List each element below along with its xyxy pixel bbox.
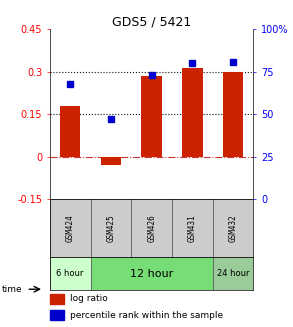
Text: percentile rank within the sample: percentile rank within the sample bbox=[70, 311, 223, 320]
Text: 6 hour: 6 hour bbox=[57, 269, 84, 278]
Text: 24 hour: 24 hour bbox=[217, 269, 249, 278]
Bar bbox=[213, 199, 253, 257]
Bar bbox=[213, 257, 253, 290]
Bar bbox=[50, 257, 91, 290]
Bar bbox=[91, 257, 213, 290]
Bar bbox=[142, 76, 162, 157]
Bar bbox=[91, 199, 131, 257]
Bar bbox=[182, 68, 202, 157]
Bar bbox=[60, 106, 80, 157]
Bar bbox=[50, 310, 64, 320]
Text: GSM431: GSM431 bbox=[188, 214, 197, 242]
Text: GSM425: GSM425 bbox=[106, 214, 115, 242]
Text: GSM424: GSM424 bbox=[66, 214, 75, 242]
Bar bbox=[50, 199, 91, 257]
Bar bbox=[131, 199, 172, 257]
Text: GSM426: GSM426 bbox=[147, 214, 156, 242]
Title: GDS5 / 5421: GDS5 / 5421 bbox=[112, 15, 191, 28]
Bar bbox=[172, 199, 213, 257]
Text: GSM432: GSM432 bbox=[229, 214, 238, 242]
Text: 12 hour: 12 hour bbox=[130, 268, 173, 279]
Bar bbox=[223, 72, 243, 157]
Text: log ratio: log ratio bbox=[70, 294, 108, 303]
Text: time: time bbox=[1, 285, 22, 294]
Bar bbox=[50, 294, 64, 304]
Bar bbox=[101, 157, 121, 165]
